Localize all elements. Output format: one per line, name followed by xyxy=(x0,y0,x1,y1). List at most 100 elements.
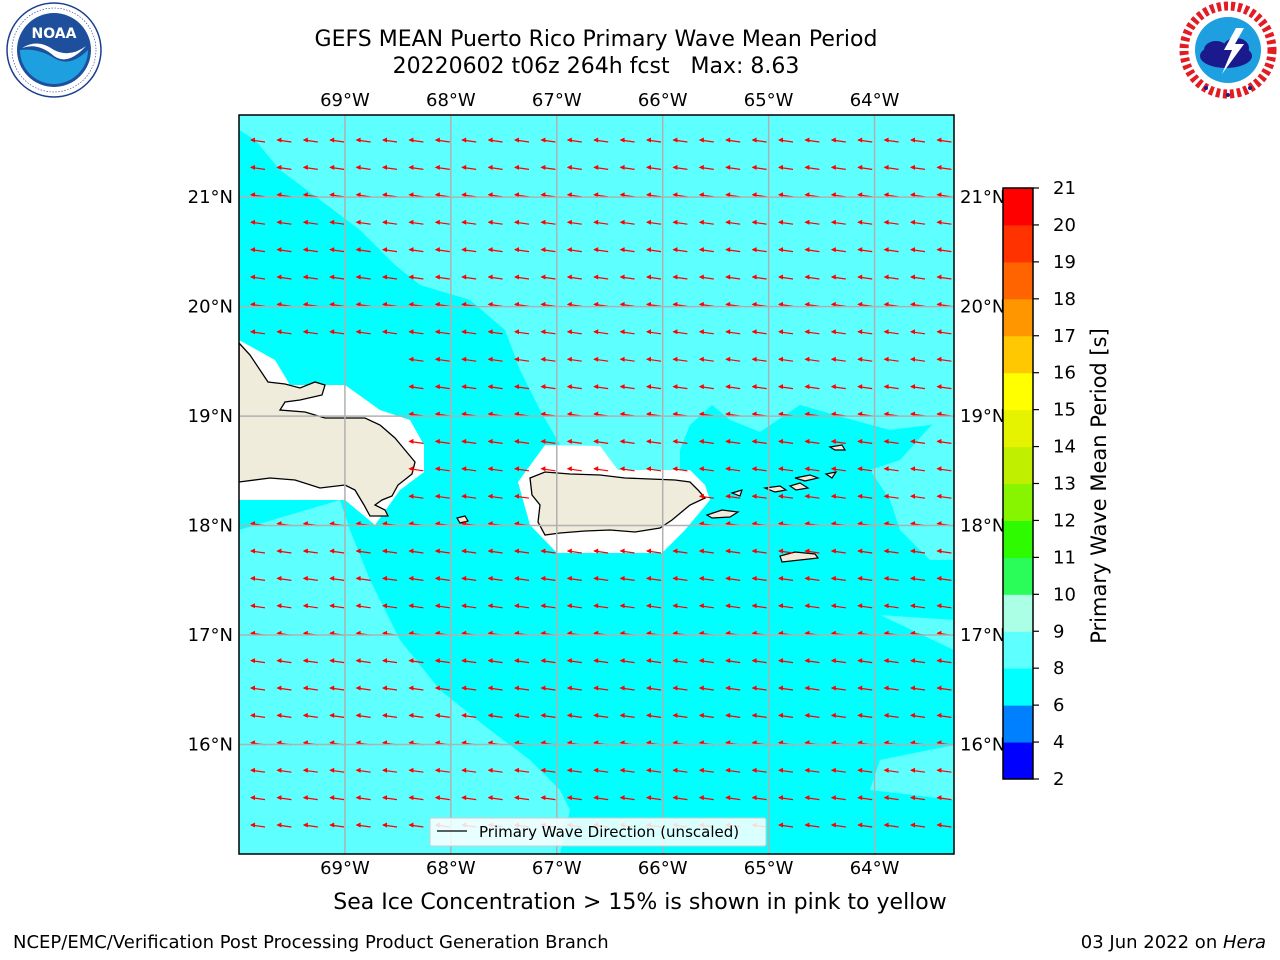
wave-arrow xyxy=(355,658,371,664)
wave-arrow xyxy=(751,137,767,143)
wave-arrow xyxy=(857,493,873,499)
wave-arrow xyxy=(778,822,794,828)
wave-arrow xyxy=(434,466,450,472)
wave-arrow xyxy=(857,548,873,554)
wave-arrow xyxy=(593,384,609,390)
wave-arrow xyxy=(540,356,556,362)
wave-arrow xyxy=(302,137,318,143)
wave-arrow xyxy=(540,438,556,444)
wave-arrow xyxy=(698,219,714,225)
lon-label-bottom: 65°W xyxy=(744,858,794,879)
wave-arrow xyxy=(672,575,688,581)
wave-arrow xyxy=(461,712,477,718)
land-st-john xyxy=(788,482,810,491)
wave-arrow xyxy=(646,575,662,581)
wave-arrow xyxy=(936,137,952,143)
wave-arrow xyxy=(408,164,424,170)
wave-arrow xyxy=(276,274,292,280)
wave-arrow xyxy=(830,438,846,444)
wave-arrow xyxy=(593,164,609,170)
wave-arrow xyxy=(646,767,662,773)
colorbar-tick-label: 21 xyxy=(1053,178,1076,199)
wave-arrow xyxy=(646,329,662,335)
wave-arrow xyxy=(725,767,741,773)
wave-arrow xyxy=(566,767,582,773)
wave-arrow xyxy=(830,548,846,554)
wave-arrow xyxy=(751,384,767,390)
colorbar-tick-label: 19 xyxy=(1053,252,1076,273)
wave-arrow xyxy=(434,685,450,691)
wave-arrow xyxy=(804,603,820,609)
wave-arrow xyxy=(276,658,292,664)
wave-arrow xyxy=(540,658,556,664)
wave-arrow xyxy=(619,438,635,444)
wave-arrow xyxy=(540,219,556,225)
wave-arrow xyxy=(461,384,477,390)
wave-arrow xyxy=(619,685,635,691)
wave-arrow xyxy=(725,575,741,581)
wave-arrow xyxy=(593,767,609,773)
wave-arrow xyxy=(355,575,371,581)
wave-arrow xyxy=(514,438,530,444)
wave-arrow xyxy=(408,548,424,554)
colorbar-tick-label: 2 xyxy=(1053,769,1064,790)
wave-arrow xyxy=(725,658,741,664)
wave-arrow xyxy=(329,329,345,335)
wave-arrow xyxy=(487,548,503,554)
wave-arrow xyxy=(302,795,318,801)
wave-arrow xyxy=(698,274,714,280)
wave-arrow xyxy=(725,247,741,253)
lon-labels-bottom: 69°W 68°W 67°W 66°W 65°W 64°W xyxy=(320,858,900,879)
wave-arrow xyxy=(434,575,450,581)
wave-arrow xyxy=(408,274,424,280)
wave-arrow xyxy=(751,274,767,280)
wave-arrow xyxy=(672,466,688,472)
wave-arrow xyxy=(593,137,609,143)
wave-arrow xyxy=(936,247,952,253)
wave-arrow xyxy=(725,493,741,499)
wave-arrow xyxy=(910,329,926,335)
lat-lon-grid xyxy=(239,115,954,854)
wave-arrow xyxy=(936,274,952,280)
wave-arrow xyxy=(276,329,292,335)
wave-arrow xyxy=(276,219,292,225)
wave-arrow xyxy=(329,247,345,253)
wave-arrow xyxy=(672,795,688,801)
colorbar-tick-label: 18 xyxy=(1053,289,1076,310)
wave-arrow xyxy=(936,548,952,554)
wave-arrow xyxy=(830,493,846,499)
wave-arrow xyxy=(540,247,556,253)
colorbar-segment xyxy=(1003,631,1033,669)
wave-arrow xyxy=(302,603,318,609)
wave-arrow xyxy=(382,164,398,170)
wave-arrow xyxy=(646,384,662,390)
wave-arrow xyxy=(698,658,714,664)
colorbar-segment xyxy=(1003,446,1033,484)
wave-arrow xyxy=(646,603,662,609)
wave-arrow xyxy=(778,548,794,554)
wave-arrow xyxy=(461,274,477,280)
period-region-south xyxy=(239,500,570,854)
wave-arrow xyxy=(910,466,926,472)
wave-arrow xyxy=(382,712,398,718)
wave-arrow xyxy=(725,795,741,801)
land-anegada xyxy=(828,444,847,451)
wave-arrow xyxy=(751,603,767,609)
wave-arrow xyxy=(250,164,266,170)
wave-arrow xyxy=(672,767,688,773)
wave-arrow xyxy=(408,493,424,499)
wave-arrow xyxy=(646,658,662,664)
wave-arrow xyxy=(461,137,477,143)
wave-arrow xyxy=(461,795,477,801)
wave-arrow xyxy=(910,822,926,828)
wave-arrow xyxy=(250,822,266,828)
period-region-north xyxy=(239,115,954,475)
wave-arrow xyxy=(514,548,530,554)
lat-label-right: 18°N xyxy=(960,516,1005,537)
colorbar-tick-label: 12 xyxy=(1053,510,1076,531)
wave-arrow xyxy=(461,247,477,253)
wave-arrow xyxy=(461,219,477,225)
wave-arrow xyxy=(566,575,582,581)
wave-arrow xyxy=(540,685,556,691)
colorbar-segment xyxy=(1003,409,1033,448)
